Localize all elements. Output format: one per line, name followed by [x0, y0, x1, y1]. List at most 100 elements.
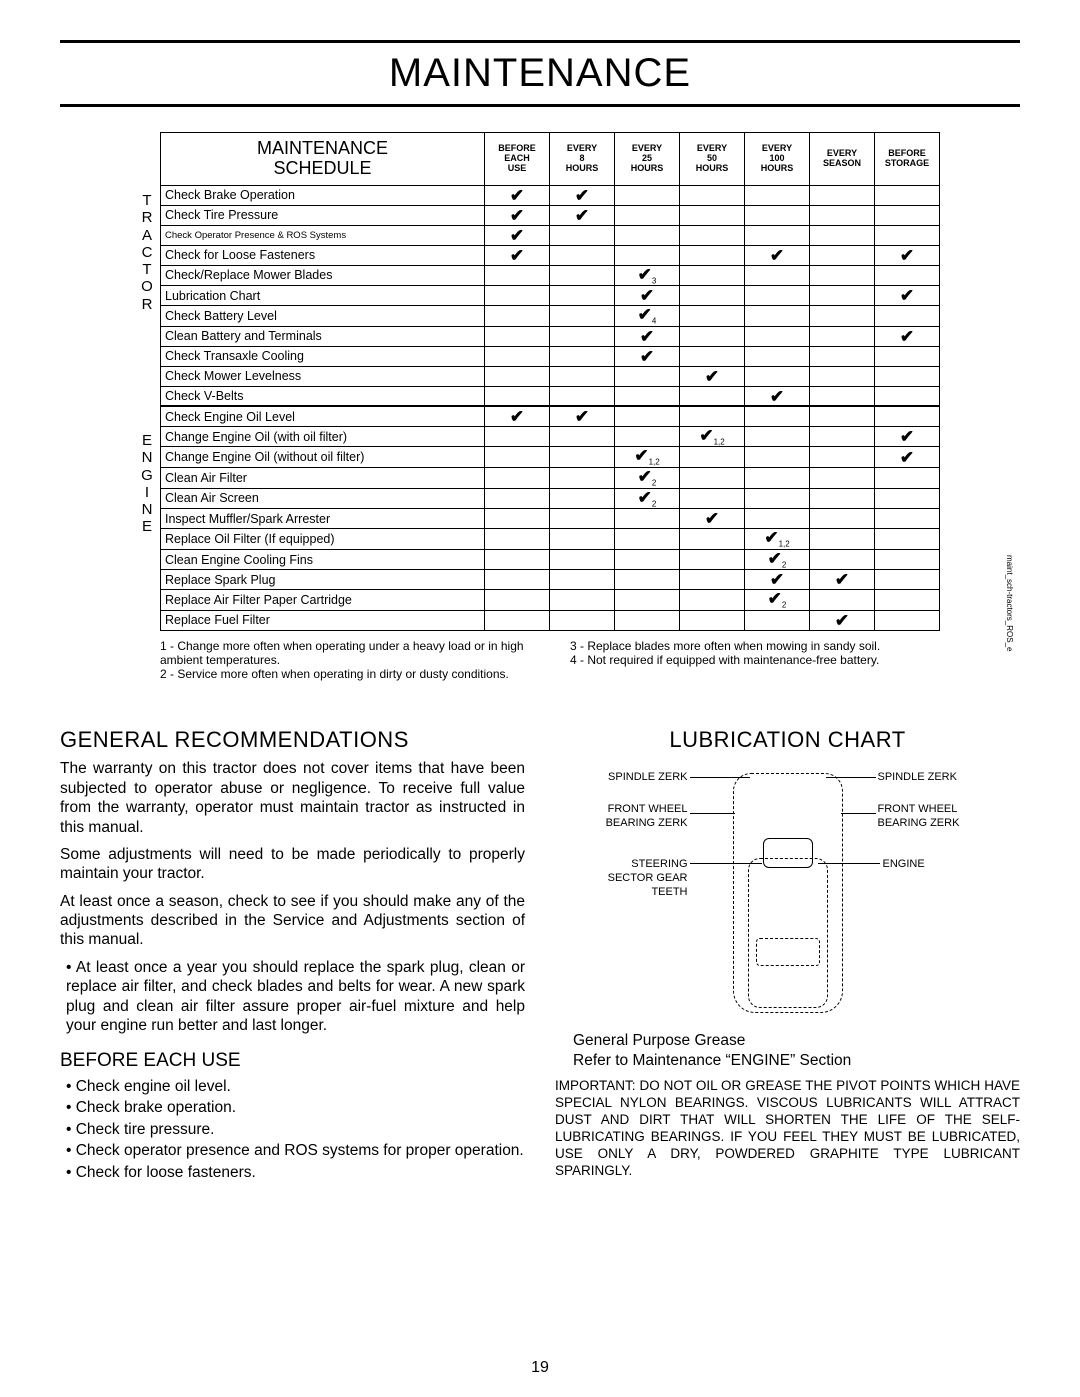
- mark-cell: [485, 467, 550, 488]
- mark-cell: [550, 286, 615, 306]
- task-cell: Check Operator Presence & ROS Systems: [161, 225, 485, 245]
- task-cell: Replace Air Filter Paper Cartridge: [161, 590, 485, 611]
- mark-cell: [810, 306, 875, 327]
- mark-cell: [550, 245, 615, 265]
- mark-cell: [875, 306, 940, 327]
- col-every-100h: EVERY100HOURS: [745, 133, 810, 186]
- side-doc-id: maint_sch-tractors_ROS_e: [1005, 555, 1014, 651]
- mark-cell: [615, 549, 680, 570]
- mark-cell: [680, 306, 745, 327]
- mark-cell: [550, 549, 615, 570]
- mark-cell: [680, 610, 745, 630]
- table-row: Change Engine Oil (without oil filter)✔1…: [161, 447, 940, 468]
- mark-cell: [810, 326, 875, 346]
- mark-cell: [810, 185, 875, 205]
- mark-cell: [745, 185, 810, 205]
- mark-cell: ✔: [745, 386, 810, 406]
- mark-cell: [875, 509, 940, 529]
- table-row: Check Brake Operation✔✔: [161, 185, 940, 205]
- mark-cell: [485, 447, 550, 468]
- mark-cell: [485, 326, 550, 346]
- mark-cell: [550, 386, 615, 406]
- mark-cell: [810, 406, 875, 426]
- mark-cell: [615, 245, 680, 265]
- mark-cell: [485, 509, 550, 529]
- task-cell: Check Mower Levelness: [161, 366, 485, 386]
- mark-cell: [485, 306, 550, 327]
- mark-cell: [745, 426, 810, 447]
- mark-cell: [550, 346, 615, 366]
- mark-cell: ✔2: [615, 467, 680, 488]
- adjustments-para: Some adjustments will need to be made pe…: [60, 845, 525, 884]
- mark-cell: ✔: [875, 286, 940, 306]
- mark-cell: ✔: [615, 326, 680, 346]
- table-row: Inspect Muffler/Spark Arrester✔: [161, 509, 940, 529]
- mark-cell: [485, 488, 550, 509]
- engine-section-caption: Refer to Maintenance “ENGINE” Section: [573, 1051, 1020, 1070]
- mark-cell: [550, 326, 615, 346]
- table-row: Check/Replace Mower Blades✔3: [161, 265, 940, 286]
- mark-cell: ✔2: [615, 488, 680, 509]
- mark-cell: [550, 590, 615, 611]
- table-row: Check V-Belts✔: [161, 386, 940, 406]
- mark-cell: [875, 225, 940, 245]
- mark-cell: [745, 467, 810, 488]
- grease-caption: General Purpose Grease: [573, 1031, 1020, 1050]
- table-row: Check Mower Levelness✔: [161, 366, 940, 386]
- list-item: Check operator presence and ROS systems …: [66, 1141, 525, 1160]
- mark-cell: [680, 265, 745, 286]
- mark-cell: ✔: [745, 570, 810, 590]
- table-row: Clean Engine Cooling Fins✔2: [161, 549, 940, 570]
- mark-cell: [485, 590, 550, 611]
- mark-cell: ✔: [875, 245, 940, 265]
- mark-cell: ✔: [875, 326, 940, 346]
- list-item: Check engine oil level.: [66, 1077, 525, 1096]
- page-title: MAINTENANCE: [60, 40, 1020, 107]
- mark-cell: [485, 366, 550, 386]
- mark-cell: [485, 426, 550, 447]
- task-cell: Clean Engine Cooling Fins: [161, 549, 485, 570]
- task-cell: Change Engine Oil (with oil filter): [161, 426, 485, 447]
- mark-cell: [680, 406, 745, 426]
- mark-cell: [550, 306, 615, 327]
- mark-cell: [875, 386, 940, 406]
- mark-cell: [875, 185, 940, 205]
- mark-cell: ✔: [550, 185, 615, 205]
- mark-cell: [745, 225, 810, 245]
- mark-cell: [615, 529, 680, 550]
- mark-cell: [810, 225, 875, 245]
- mark-cell: [810, 346, 875, 366]
- table-row: Clean Battery and Terminals✔✔: [161, 326, 940, 346]
- lubrication-chart-heading: LUBRICATION CHART: [555, 726, 1020, 754]
- mark-cell: [680, 386, 745, 406]
- mark-cell: [680, 488, 745, 509]
- mark-cell: [680, 245, 745, 265]
- col-every-50h: EVERY50HOURS: [680, 133, 745, 186]
- mark-cell: [810, 245, 875, 265]
- mark-cell: ✔: [615, 286, 680, 306]
- mark-cell: [810, 447, 875, 468]
- mark-cell: [875, 590, 940, 611]
- col-every-season: EVERYSEASON: [810, 133, 875, 186]
- mark-cell: [875, 406, 940, 426]
- mark-cell: [615, 205, 680, 225]
- mark-cell: ✔: [680, 509, 745, 529]
- task-cell: Check Tire Pressure: [161, 205, 485, 225]
- task-cell: Change Engine Oil (without oil filter): [161, 447, 485, 468]
- mark-cell: [485, 346, 550, 366]
- mark-cell: [550, 467, 615, 488]
- mark-cell: [485, 386, 550, 406]
- mark-cell: [615, 225, 680, 245]
- task-cell: Replace Fuel Filter: [161, 610, 485, 630]
- mark-cell: [615, 590, 680, 611]
- schedule-footnotes: 1 - Change more often when operating und…: [160, 639, 940, 681]
- task-cell: Clean Air Screen: [161, 488, 485, 509]
- mark-cell: [875, 346, 940, 366]
- mark-cell: ✔4: [615, 306, 680, 327]
- mark-cell: [745, 326, 810, 346]
- important-note: IMPORTANT: DO NOT OIL OR GREASE THE PIVO…: [555, 1078, 1020, 1179]
- table-row: Replace Oil Filter (If equipped)✔1,2: [161, 529, 940, 550]
- mark-cell: [680, 447, 745, 468]
- mark-cell: [745, 286, 810, 306]
- mark-cell: [875, 529, 940, 550]
